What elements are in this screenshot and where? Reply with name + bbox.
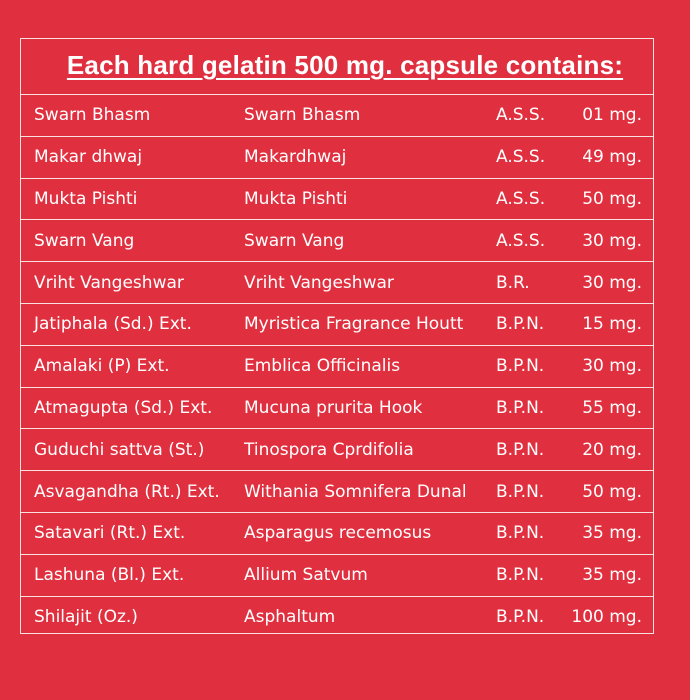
- botanical-name: Vriht Vangeshwar: [244, 272, 394, 293]
- quantity: 30 mg.: [582, 230, 642, 251]
- quantity: 30 mg.: [582, 356, 642, 377]
- botanical-name: Asparagus recemosus: [244, 523, 432, 544]
- table-row: Jatiphala (Sd.) Ext. Myristica Fragrance …: [20, 302, 654, 345]
- botanical-name: Makardhwaj: [244, 147, 347, 168]
- botanical-name: Allium Satvum: [244, 565, 368, 586]
- quantity: 30 mg.: [582, 272, 642, 293]
- ingredient-name: Mukta Pishti: [34, 188, 138, 209]
- ingredient-name: Satavari (Rt.) Ext.: [34, 523, 186, 544]
- ingredient-table: Swarn Bhasm Swarn Bhasm A.S.S. 01 mg. Makar …: [20, 94, 654, 637]
- table-row: Mukta Pishti Mukta Pishti A.S.S. 50 mg.: [20, 177, 654, 220]
- reference-code: B.P.N.: [496, 356, 545, 377]
- quantity: 50 mg.: [582, 481, 642, 502]
- table-row: Guduchi sattva (St.) Tinospora Cprdifolia…: [20, 428, 654, 470]
- quantity: 15 mg.: [582, 314, 642, 335]
- reference-code: B.P.N.: [496, 481, 545, 502]
- reference-code: B.P.N.: [496, 397, 545, 418]
- table-row: Swarn Bhasm Swarn Bhasm A.S.S. 01 mg.: [20, 94, 654, 136]
- ingredient-name: Asvagandha (Rt.) Ext.: [34, 481, 220, 502]
- ingredient-name: Makar dhwaj: [34, 147, 143, 168]
- quantity: 35 mg.: [582, 523, 642, 544]
- botanical-name: Withania Somnifera Dunal: [244, 481, 467, 502]
- quantity: 100 mg.: [571, 606, 642, 627]
- ingredient-name: Amalaki (P) Ext.: [34, 356, 170, 377]
- ingredient-name: Jatiphala (Sd.) Ext.: [34, 314, 192, 335]
- table-row: Atmagupta (Sd.) Ext. Mucuna prurita Hook B…: [20, 386, 654, 429]
- table-row: Satavari (Rt.) Ext. Asparagus recemosus B.…: [20, 511, 654, 554]
- botanical-name: Asphaltum: [244, 606, 336, 627]
- ingredient-name: Atmagupta (Sd.) Ext.: [34, 397, 213, 418]
- reference-code: A.S.S.: [496, 147, 546, 168]
- reference-code: B.R.: [496, 272, 530, 293]
- botanical-name: Swarn Vang: [244, 230, 345, 251]
- reference-code: B.P.N.: [496, 314, 545, 335]
- botanical-name: Swarn Bhasm: [244, 105, 361, 126]
- table-row: Makar dhwaj Makardhwaj A.S.S. 49 mg.: [20, 135, 654, 178]
- ingredient-name: Shilajit (Oz.): [34, 606, 138, 627]
- quantity: 01 mg.: [582, 105, 642, 126]
- botanical-name: Mukta Pishti: [244, 188, 348, 209]
- botanical-name: Tinospora Cprdifolia: [244, 439, 414, 460]
- quantity: 50 mg.: [582, 188, 642, 209]
- table-frame: [20, 38, 654, 634]
- botanical-name: Myristica Fragrance Houtt: [244, 314, 464, 335]
- ingredient-name: Swarn Vang: [34, 230, 135, 251]
- reference-code: A.S.S.: [496, 230, 546, 251]
- reference-code: B.P.N.: [496, 565, 545, 586]
- quantity: 55 mg.: [582, 397, 642, 418]
- table-row: Swarn Vang Swarn Vang A.S.S. 30 mg.: [20, 219, 654, 261]
- table-row: Shilajit (Oz.) Asphaltum B.P.N. 100 mg.: [20, 595, 654, 638]
- table-row: Amalaki (P) Ext. Emblica Officinalis B.P.N…: [20, 344, 654, 387]
- botanical-name: Mucuna prurita Hook: [244, 397, 423, 418]
- reference-code: B.P.N.: [496, 523, 545, 544]
- reference-code: A.S.S.: [496, 105, 546, 126]
- botanical-name: Emblica Officinalis: [244, 356, 401, 377]
- table-row: Lashuna (Bl.) Ext. Allium Satvum B.P.N. 35 …: [20, 553, 654, 596]
- ingredient-name: Vriht Vangeshwar: [34, 272, 184, 293]
- table-row: Asvagandha (Rt.) Ext. Withania Somnifera …: [20, 470, 654, 512]
- page-title: Each hard gelatin 500 mg. capsule contai…: [66, 50, 624, 80]
- ingredient-name: Swarn Bhasm: [34, 105, 151, 126]
- reference-code: B.P.N.: [496, 606, 545, 627]
- table-row: Vriht Vangeshwar Vriht Vangeshwar B.R. 30 m…: [20, 261, 654, 303]
- ingredient-name: Guduchi sattva (St.): [34, 439, 205, 460]
- ingredient-name: Lashuna (Bl.) Ext.: [34, 565, 185, 586]
- reference-code: B.P.N.: [496, 439, 545, 460]
- quantity: 49 mg.: [582, 147, 642, 168]
- quantity: 35 mg.: [582, 565, 642, 586]
- reference-code: A.S.S.: [496, 188, 546, 209]
- quantity: 20 mg.: [582, 439, 642, 460]
- label-panel: [12, 8, 676, 690]
